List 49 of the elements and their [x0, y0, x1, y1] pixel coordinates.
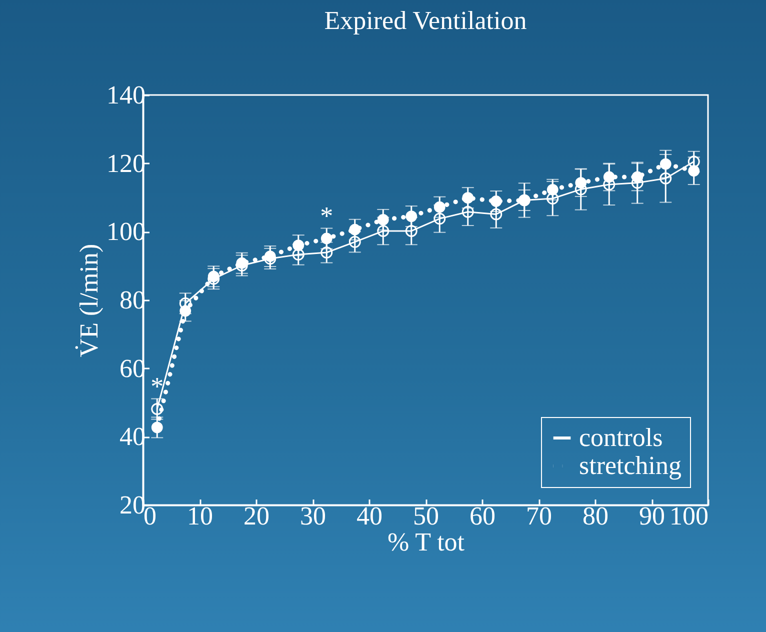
point [377, 225, 390, 237]
point [236, 257, 248, 269]
y-axis-title: V̇E (l/min) [74, 244, 104, 358]
x-tick-label: 90 [639, 502, 665, 530]
point [208, 270, 220, 282]
x-tick-label: 50 [413, 502, 439, 530]
point [603, 171, 615, 183]
point [688, 156, 700, 168]
x-tick-label: 80 [582, 502, 608, 530]
x-tick-label: 40 [356, 502, 382, 530]
point [546, 192, 559, 205]
chart-title: Expired Ventilation [324, 6, 527, 35]
point [151, 403, 164, 415]
legend-label: controls [579, 423, 663, 452]
point [575, 177, 587, 188]
point [434, 201, 446, 213]
point [434, 212, 446, 225]
point [660, 172, 672, 184]
annotation: * [150, 372, 164, 401]
point [180, 305, 192, 317]
point [292, 240, 304, 252]
point [490, 196, 502, 207]
point [320, 246, 333, 258]
legend-label: stretching [579, 451, 682, 480]
x-tick-label: 100 [670, 502, 708, 530]
x-tick-label: 70 [526, 502, 552, 530]
x-tick-label: 0 [144, 502, 156, 530]
x-tick-label: 60 [470, 502, 496, 530]
point [405, 225, 418, 237]
x-tick-label: 10 [187, 502, 213, 530]
point [320, 232, 332, 244]
point [406, 210, 418, 222]
point [349, 224, 361, 236]
point [688, 165, 700, 177]
annotation: * [320, 202, 334, 230]
point [546, 184, 558, 196]
x-axis-title: % T tot [387, 528, 466, 556]
point [490, 208, 502, 220]
point [632, 171, 644, 183]
point [660, 158, 672, 170]
x-tick-label: 20 [244, 502, 270, 530]
point [462, 192, 474, 204]
point [264, 250, 276, 262]
point [377, 214, 389, 226]
point [151, 422, 163, 434]
point [348, 236, 361, 248]
x-tick-label: 30 [300, 502, 326, 530]
point [462, 206, 474, 218]
point [292, 248, 304, 261]
